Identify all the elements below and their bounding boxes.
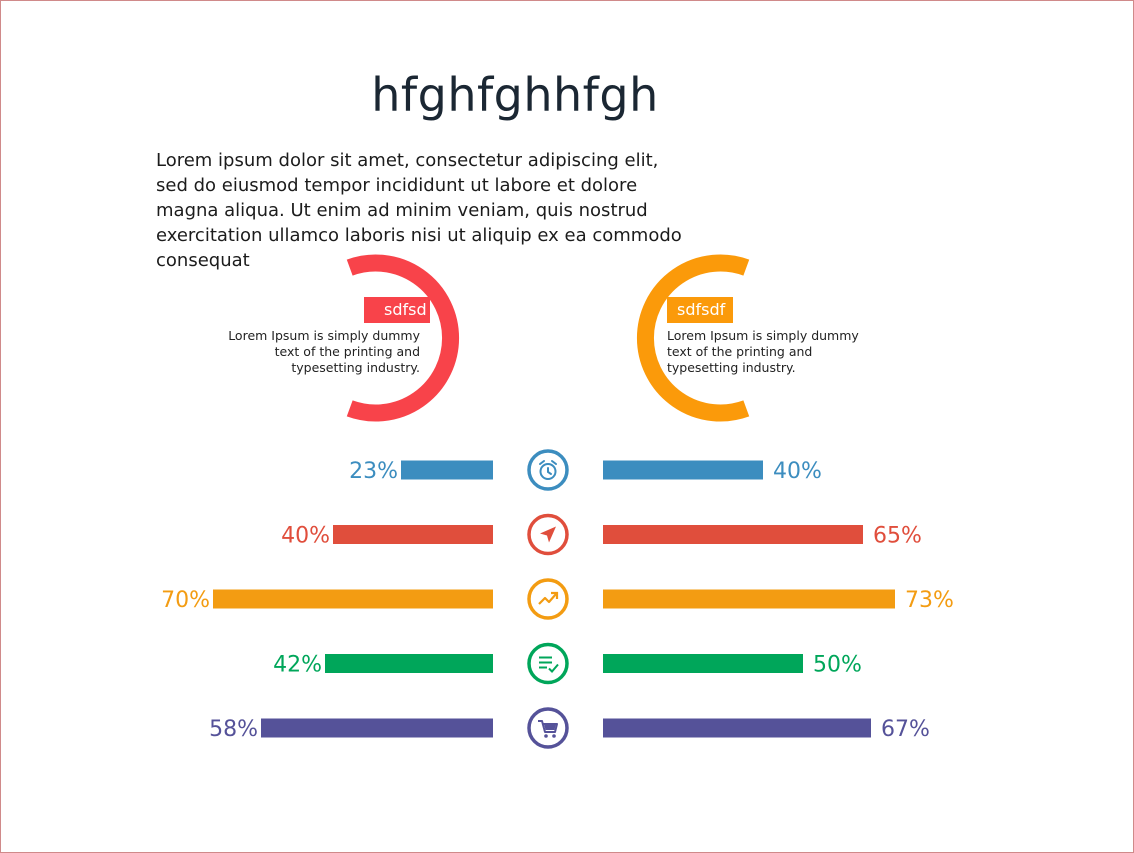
- value-label-left-checklist: 42%: [273, 653, 322, 678]
- value-label-left-shopping-cart: 58%: [209, 717, 258, 742]
- value-label-right-shopping-cart: 67%: [881, 717, 930, 742]
- ring-right-description: Lorem Ipsum is simply dummy text of the …: [667, 328, 859, 375]
- bar-left-navigation: [333, 525, 493, 544]
- alarm-clock-icon: [527, 449, 569, 491]
- shopping-cart-icon: [527, 707, 569, 749]
- page-title: hfghfghhfgh: [371, 68, 659, 122]
- trending-up-icon: [527, 578, 569, 620]
- value-label-left-timer: 23%: [349, 459, 398, 484]
- bar-left-shopping-cart: [261, 718, 493, 738]
- ring-right: [636, 254, 750, 422]
- bar-left-timer: [401, 460, 493, 480]
- checklist-icon: [527, 642, 569, 685]
- bar-right-navigation: [603, 525, 863, 544]
- bar-right-shopping-cart: [603, 718, 871, 738]
- value-label-right-checklist: 50%: [813, 653, 862, 678]
- bar-left-trending-up: [213, 589, 493, 609]
- navigation-arrow-icon: [527, 513, 569, 556]
- ring-left-description: Lorem Ipsum is simply dummy text of the …: [228, 328, 420, 375]
- value-label-left-navigation: 40%: [281, 524, 330, 549]
- value-label-left-trending-up: 70%: [161, 588, 210, 613]
- value-label-right-timer: 40%: [773, 459, 822, 484]
- intro-paragraph: Lorem ipsum dolor sit amet, consectetur …: [156, 150, 682, 271]
- bar-right-trending-up: [603, 589, 895, 609]
- ring-left: [346, 254, 460, 422]
- ring-right-label: sdfsdf: [667, 297, 733, 323]
- bar-right-timer: [603, 460, 763, 480]
- bar-right-checklist: [603, 654, 803, 673]
- ring-left-label: sdfsd: [364, 297, 430, 323]
- value-label-right-navigation: 65%: [873, 524, 922, 549]
- bar-left-checklist: [325, 654, 493, 673]
- value-label-right-trending-up: 73%: [905, 588, 954, 613]
